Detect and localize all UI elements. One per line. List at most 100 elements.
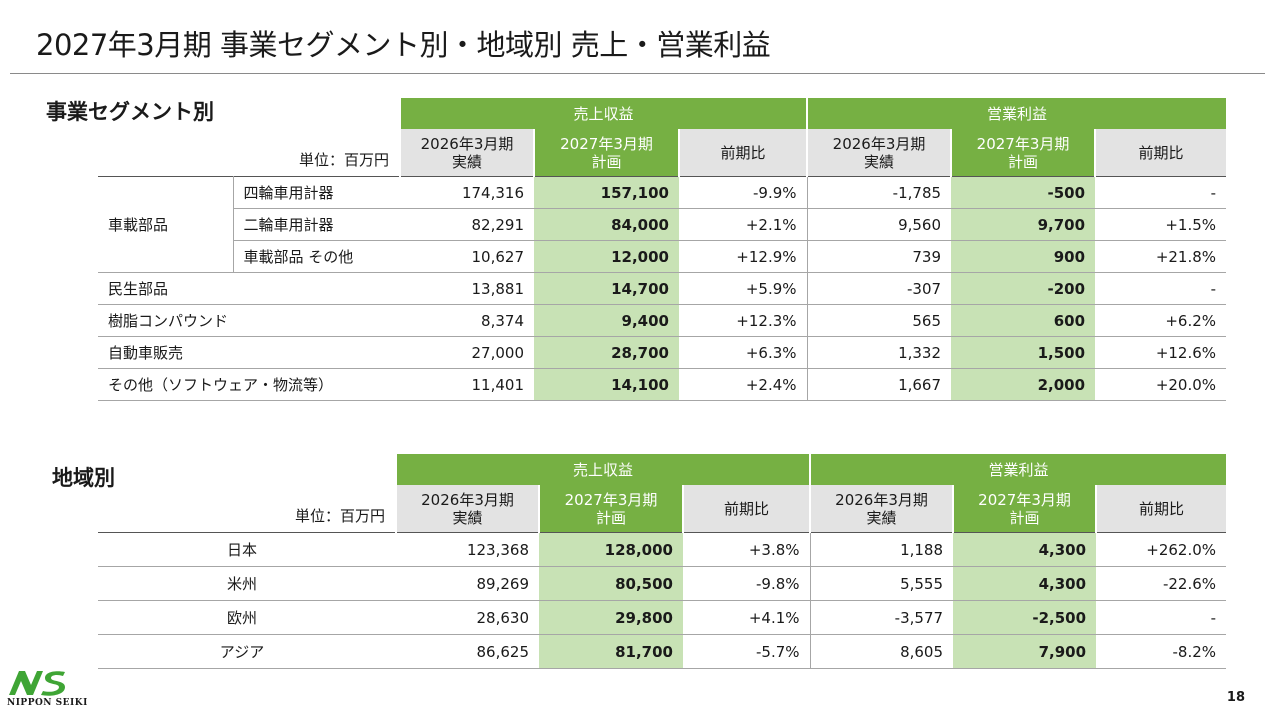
revenue-plan-cell: 14,700 [534,272,679,305]
profit-yoy-cell: +1.5% [1095,208,1227,241]
region-op-yoy-header: 前期比 [1095,485,1227,533]
profit-plan-cell: 4,300 [953,566,1097,601]
revenue-yoy-cell: +2.1% [679,208,808,241]
region-rev-plan-header: 2027年3月期 計画 [538,485,683,533]
region-op-plan-header: 2027年3月期 計画 [952,485,1097,533]
profit-actual-cell: -1,785 [806,176,952,209]
profit-actual-cell: -307 [806,272,952,305]
revenue-plan-cell: 80,500 [539,566,683,601]
revenue-plan-cell: 12,000 [534,240,679,273]
profit-yoy-cell: +20.0% [1095,368,1227,401]
segment-table: 売上収益 営業利益 単位：百万円 2026年3月期 実績 2027年3月期 計画 前… [98,98,1227,401]
segment-revenue-group-header: 売上収益 [398,98,808,129]
profit-plan-cell: 1,500 [951,336,1096,369]
region-row-label: 欧州 [98,600,396,635]
revenue-actual-cell: 13,881 [400,272,534,305]
revenue-actual-cell: 86,625 [396,634,539,669]
profit-actual-cell: 9,560 [806,208,952,241]
segment-table-row: 樹脂コンパウンド 8,374 9,400 +12.3% 565 600 +6.2% [98,304,1227,337]
profit-yoy-cell: - [1096,600,1227,635]
segment-row-label: その他（ソフトウェア・物流等） [98,368,400,401]
region-rev-yoy-header: 前期比 [681,485,811,533]
revenue-actual-cell: 82,291 [400,208,534,241]
segment-row-label: 民生部品 [98,272,400,305]
revenue-yoy-cell: +4.1% [683,600,811,635]
region-row-label: 米州 [98,566,396,601]
profit-actual-cell: 739 [806,240,952,273]
segment-op-actual-header: 2026年3月期 実績 [806,129,952,177]
region-unit-label: 単位：百万円 [294,507,385,525]
revenue-plan-cell: 28,700 [534,336,679,369]
profit-actual-cell: 1,188 [809,532,954,567]
region-op-actual-header: 2026年3月期 実績 [809,485,954,533]
segment-row-label: 車載部品 その他 [233,240,400,273]
revenue-plan-cell: 81,700 [539,634,683,669]
profit-actual-cell: 1,667 [806,368,952,401]
segment-op-plan-header: 2027年3月期 計画 [950,129,1096,177]
page-title: 2027年3月期 事業セグメント別・地域別 売上・営業利益 [36,28,771,62]
revenue-plan-cell: 14,100 [534,368,679,401]
company-logo-text: NIPPON SEIKI [7,698,88,708]
segment-op-yoy-header: 前期比 [1094,129,1227,177]
region-heading: 地域別 [52,466,115,490]
revenue-yoy-cell: -9.8% [683,566,811,601]
revenue-yoy-cell: +6.3% [679,336,808,369]
region-table-row: 日本 123,368 128,000 +3.8% 1,188 4,300 +262.0% [98,532,1227,567]
profit-actual-cell: 8,605 [809,634,954,669]
profit-plan-cell: 4,300 [953,532,1097,567]
profit-yoy-cell: -22.6% [1096,566,1227,601]
profit-plan-cell: 600 [951,304,1096,337]
revenue-yoy-cell: -5.7% [683,634,811,669]
revenue-plan-cell: 128,000 [539,532,683,567]
region-table-row: 米州 89,269 80,500 -9.8% 5,555 4,300 -22.6% [98,566,1227,601]
segment-table-row: その他（ソフトウェア・物流等） 11,401 14,100 +2.4% 1,667 2,0… [98,368,1227,401]
revenue-plan-cell: 157,100 [534,176,679,209]
profit-plan-cell: 900 [951,240,1096,273]
revenue-actual-cell: 28,630 [396,600,539,635]
profit-plan-cell: 9,700 [951,208,1096,241]
segment-rev-plan-header: 2027年3月期 計画 [533,129,679,177]
revenue-plan-cell: 29,800 [539,600,683,635]
profit-actual-cell: -3,577 [809,600,954,635]
revenue-actual-cell: 8,374 [400,304,534,337]
segment-rev-actual-header: 2026年3月期 実績 [399,129,534,177]
segment-profit-group-header: 営業利益 [806,98,1227,129]
segment-parent-label: 車載部品 [98,176,234,273]
region-row-label: 日本 [98,532,396,567]
region-rev-actual-header: 2026年3月期 実績 [395,485,539,533]
profit-plan-cell: 7,900 [953,634,1097,669]
segment-rev-yoy-header: 前期比 [677,129,808,177]
revenue-actual-cell: 89,269 [396,566,539,601]
segment-row-label: 自動車販売 [98,336,400,369]
profit-actual-cell: 5,555 [809,566,954,601]
revenue-yoy-cell: +3.8% [683,532,811,567]
profit-plan-cell: 2,000 [951,368,1096,401]
profit-yoy-cell: +12.6% [1095,336,1227,369]
revenue-yoy-cell: +2.4% [679,368,808,401]
nippon-seiki-ns-logo-icon [9,671,65,696]
profit-actual-cell: 1,332 [806,336,952,369]
region-table-row: 欧州 28,630 29,800 +4.1% -3,577 -2,500- [98,600,1227,635]
region-header-blank [98,454,396,485]
profit-yoy-cell: +262.0% [1096,532,1227,567]
revenue-actual-cell: 11,401 [400,368,534,401]
title-divider [10,73,1265,74]
revenue-plan-cell: 84,000 [534,208,679,241]
page-number: 18 [1226,690,1245,705]
segment-table-row: 車載部品 その他 10,627 12,000 +12.9% 739 900 +21.8% [98,240,1227,273]
segment-row-label: 二輪車用計器 [233,208,400,241]
revenue-yoy-cell: +12.9% [679,240,808,273]
region-revenue-group-header: 売上収益 [394,454,811,485]
segment-table-row: 自動車販売 27,000 28,700 +6.3% 1,332 1,500 +12.6% [98,336,1227,369]
region-table: 売上収益 営業利益 単位：百万円 2026年3月期 実績 2027年3月期 計画 前… [98,454,1227,669]
revenue-yoy-cell: -9.9% [679,176,808,209]
profit-yoy-cell: +21.8% [1095,240,1227,273]
segment-heading: 事業セグメント別 [46,100,214,124]
segment-table-row: 二輪車用計器 82,291 84,000 +2.1% 9,560 9,700 +1.5% [98,208,1227,241]
segment-table-row: 車載部品 四輪車用計器 174,316 157,100 -9.9% -1,785 -500- [98,176,1227,273]
segment-row-label: 樹脂コンパウンド [98,304,400,337]
region-table-row: アジア 86,625 81,700 -5.7% 8,605 7,900 -8.2% [98,634,1227,669]
segment-table-row: 民生部品 13,881 14,700 +5.9% -307 -200- [98,272,1227,305]
revenue-yoy-cell: +12.3% [679,304,808,337]
profit-yoy-cell: - [1095,176,1227,209]
